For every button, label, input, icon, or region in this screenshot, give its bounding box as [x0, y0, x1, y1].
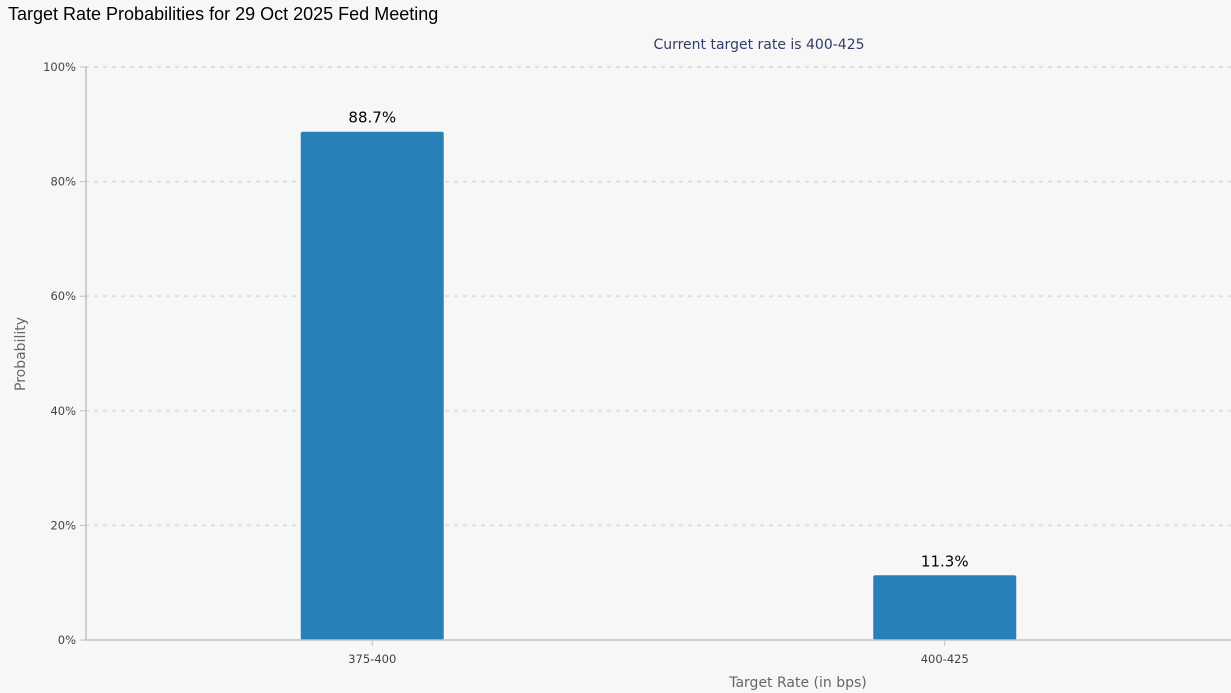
y-tick-label: 60%: [50, 289, 76, 303]
y-tick-label: 20%: [50, 518, 76, 532]
grid-lines: [85, 66, 1231, 527]
y-tick-label: 40%: [50, 404, 76, 418]
x-axis-ticks: 375-400 400-425: [348, 640, 969, 666]
page-title: Target Rate Probabilities for 29 Oct 202…: [8, 4, 439, 24]
data-label-375-400: 88.7%: [348, 109, 396, 127]
x-tick-label-375-400: 375-400: [348, 652, 396, 666]
data-label-400-425: 11.3%: [921, 552, 969, 570]
bar-400-425[interactable]: [873, 575, 1017, 640]
x-axis-title: Target Rate (in bps): [728, 675, 867, 691]
bar-375-400[interactable]: [300, 131, 444, 640]
bars: [300, 131, 1017, 640]
x-tick-label-400-425: 400-425: [921, 652, 969, 666]
data-labels: 88.7% 11.3%: [348, 109, 968, 571]
y-axis-title: Probability: [13, 317, 29, 391]
chart-subtitle: Current target rate is 400-425: [653, 37, 864, 53]
y-axis-ticks: 0% 20% 40% 60% 80% 100%: [43, 60, 86, 647]
y-tick-label: 100%: [43, 60, 76, 74]
y-tick-label: 0%: [58, 633, 76, 647]
y-tick-label: 80%: [50, 175, 76, 189]
